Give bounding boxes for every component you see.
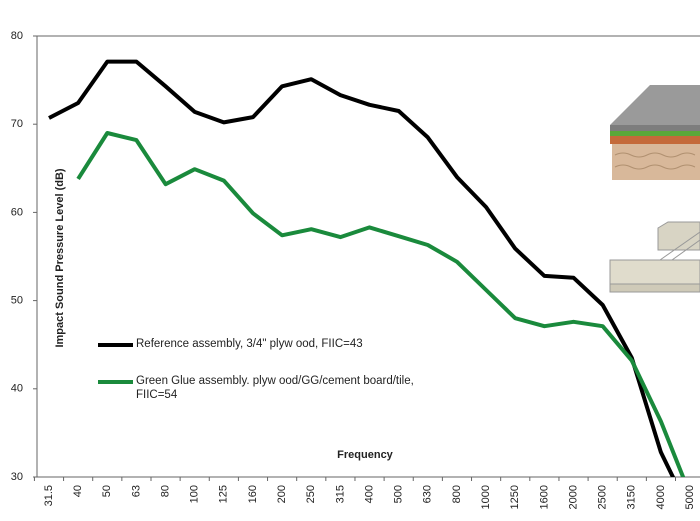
y-tick-label: 70 xyxy=(11,118,23,130)
x-tick-label: 1000 xyxy=(480,485,492,509)
x-tick-label: 2000 xyxy=(567,485,579,509)
x-tick-label: 315 xyxy=(334,485,346,503)
plot-frame xyxy=(36,35,700,478)
series-group xyxy=(48,59,676,477)
x-tick-label: 250 xyxy=(305,485,317,503)
series-line xyxy=(48,59,676,477)
x-tick-label: 400 xyxy=(363,485,375,503)
legend-entry: Green Glue assembly. plyw ood/GG/cement … xyxy=(136,375,414,401)
x-tick-label: 500 xyxy=(393,485,405,503)
x-tick-label: 63 xyxy=(130,485,142,497)
x-tick-label: 160 xyxy=(247,485,259,503)
x-tick-label: 50 xyxy=(101,485,113,497)
x-tick-label: 40 xyxy=(72,485,84,497)
x-tick-label: 630 xyxy=(422,485,434,503)
legend-label: Green Glue assembly. plyw ood/GG/cement … xyxy=(136,375,414,401)
y-axis-title: Impact Sound Pressure Level (dB) xyxy=(54,168,66,347)
x-tick-label: 31.5 xyxy=(43,485,55,506)
assembly-illustration xyxy=(609,85,700,293)
x-tick-label: 5000 xyxy=(684,485,696,509)
x-tick-label: 80 xyxy=(159,485,171,497)
y-tick-label: 30 xyxy=(11,471,23,483)
y-tick-label: 40 xyxy=(11,383,23,395)
x-tick-label: 2500 xyxy=(597,485,609,509)
series-group xyxy=(76,131,686,477)
x-axis-title: Frequency xyxy=(337,449,394,461)
x-tick-label: 200 xyxy=(276,485,288,503)
legend-entry: Reference assembly, 3/4" plyw ood, FIIC=… xyxy=(136,338,363,350)
x-tick-label: 800 xyxy=(451,485,463,503)
x-tick-label: 1600 xyxy=(538,485,550,509)
series-line xyxy=(76,131,686,477)
legend-label: Reference assembly, 3/4" plyw ood, FIIC=… xyxy=(136,338,363,350)
y-tick-label: 50 xyxy=(11,295,23,307)
x-tick-label: 100 xyxy=(189,485,201,503)
y-tick-label: 80 xyxy=(11,30,23,42)
y-tick-label: 60 xyxy=(11,206,23,218)
x-tick-label: 3150 xyxy=(626,485,638,509)
x-tick-label: 125 xyxy=(218,485,230,503)
x-tick-label: 1250 xyxy=(509,485,521,509)
x-tick-label: 4000 xyxy=(655,485,667,509)
